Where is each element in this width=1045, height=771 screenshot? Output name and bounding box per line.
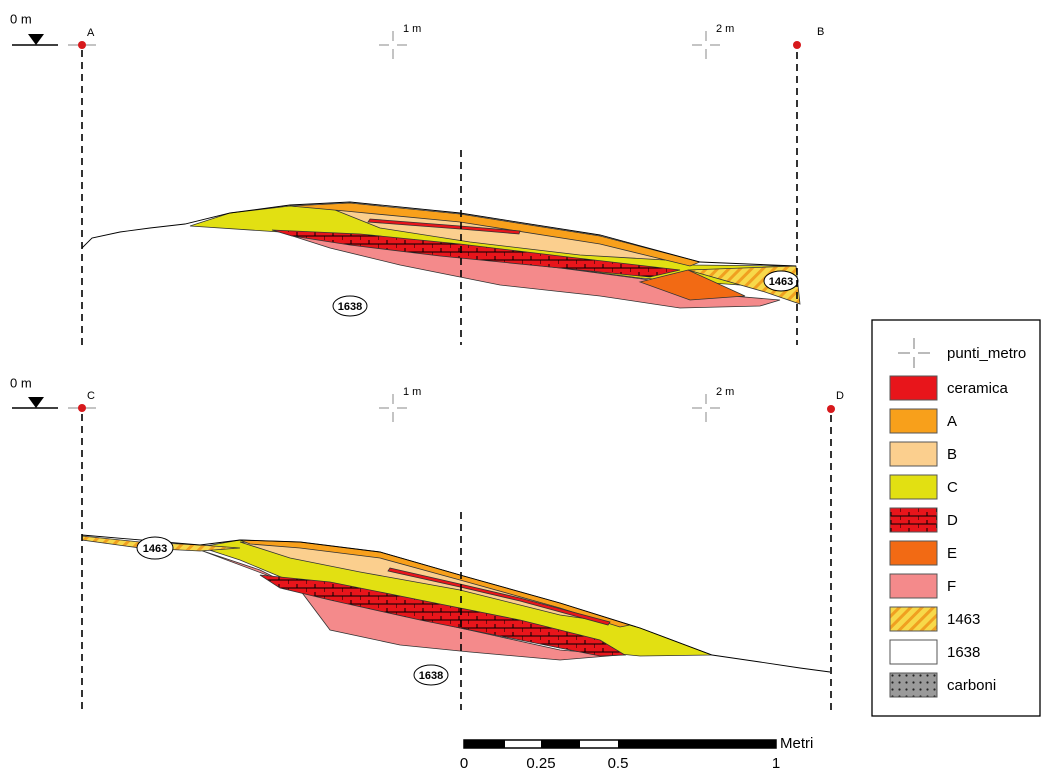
legend-label: punti_metro xyxy=(947,345,1026,362)
legend-label: E xyxy=(947,545,957,562)
legend-label: D xyxy=(947,512,958,529)
legend-label: carboni xyxy=(947,677,996,694)
scale-segment xyxy=(618,740,776,748)
legend-label: 1638 xyxy=(947,644,980,661)
scale-tick-label: 0.5 xyxy=(608,755,629,771)
point-label: B xyxy=(817,26,824,38)
legend-swatch xyxy=(890,508,937,532)
point xyxy=(827,405,835,413)
meter-label: 1 m xyxy=(403,23,421,35)
scale-tick-label: 1 xyxy=(772,755,780,771)
legend-swatch xyxy=(890,607,937,631)
point-label: D xyxy=(836,390,844,402)
unit-label: 1638 xyxy=(419,670,443,682)
unit-label: 1463 xyxy=(769,276,793,288)
meter-cross xyxy=(379,31,407,59)
section-drawing: 0 m A B 1 m 2 m 1638 1463 0 m C D 1 m 2 … xyxy=(0,0,1045,771)
meter-label: 1 m xyxy=(403,386,421,398)
scale-bar: Metri 0 0.25 0.5 1 xyxy=(460,735,814,771)
datum-symbol xyxy=(28,397,44,408)
meter-cross xyxy=(379,394,407,422)
scale-tick-label: 0 xyxy=(460,755,468,771)
legend-swatch xyxy=(890,574,937,598)
meter-cross xyxy=(692,31,720,59)
legend-swatch xyxy=(890,541,937,565)
scale-segment xyxy=(464,740,505,748)
legend-label: C xyxy=(947,479,958,496)
legend-swatch xyxy=(890,475,937,499)
scale-segment xyxy=(541,740,580,748)
legend: punti_metro ceramica A B C D E F 1463 16… xyxy=(872,320,1040,716)
section-1: 0 m A B 1 m 2 m 1638 1463 xyxy=(10,11,824,345)
section-2: 0 m C D 1 m 2 m 1463 1638 xyxy=(10,375,844,710)
point xyxy=(78,404,86,412)
legend-swatch xyxy=(890,673,937,697)
datum-label: 0 m xyxy=(10,375,32,390)
legend-swatch xyxy=(890,376,937,400)
point-label: A xyxy=(87,27,95,39)
legend-label: F xyxy=(947,578,956,595)
datum-symbol xyxy=(28,34,44,45)
legend-label: ceramica xyxy=(947,380,1009,397)
meter-cross xyxy=(692,394,720,422)
scale-unit: Metri xyxy=(780,735,813,752)
datum-label: 0 m xyxy=(10,11,32,26)
legend-swatch xyxy=(890,442,937,466)
legend-label: A xyxy=(947,413,957,430)
meter-label: 2 m xyxy=(716,386,734,398)
legend-label: 1463 xyxy=(947,611,980,628)
point xyxy=(793,41,801,49)
point xyxy=(78,41,86,49)
legend-swatch xyxy=(890,640,937,664)
meter-label: 2 m xyxy=(716,23,734,35)
legend-label: B xyxy=(947,446,957,463)
scale-tick-label: 0.25 xyxy=(526,755,555,771)
unit-label: 1638 xyxy=(338,301,362,313)
unit-label: 1463 xyxy=(143,543,167,555)
point-label: C xyxy=(87,390,95,402)
legend-swatch xyxy=(890,409,937,433)
